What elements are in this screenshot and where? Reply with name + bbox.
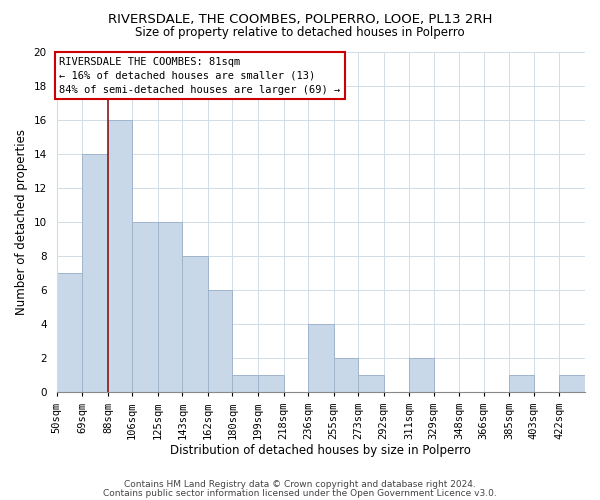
Bar [82, 154, 108, 392]
Y-axis label: Number of detached properties: Number of detached properties [15, 129, 28, 315]
Text: Contains public sector information licensed under the Open Government Licence v3: Contains public sector information licen… [103, 488, 497, 498]
Bar [182, 256, 208, 392]
Text: RIVERSDALE, THE COOMBES, POLPERRO, LOOE, PL13 2RH: RIVERSDALE, THE COOMBES, POLPERRO, LOOE,… [108, 12, 492, 26]
Bar [158, 222, 182, 392]
X-axis label: Distribution of detached houses by size in Polperro: Distribution of detached houses by size … [170, 444, 471, 458]
Bar [132, 222, 158, 392]
Bar [409, 358, 434, 392]
Bar [559, 376, 585, 392]
Bar [509, 376, 533, 392]
Bar [56, 273, 82, 392]
Text: Contains HM Land Registry data © Crown copyright and database right 2024.: Contains HM Land Registry data © Crown c… [124, 480, 476, 489]
Bar [108, 120, 132, 392]
Bar [232, 376, 258, 392]
Text: Size of property relative to detached houses in Polperro: Size of property relative to detached ho… [135, 26, 465, 39]
Bar [358, 376, 383, 392]
Bar [334, 358, 358, 392]
Bar [308, 324, 334, 392]
Bar [208, 290, 232, 392]
Bar [258, 376, 284, 392]
Text: RIVERSDALE THE COOMBES: 81sqm
← 16% of detached houses are smaller (13)
84% of s: RIVERSDALE THE COOMBES: 81sqm ← 16% of d… [59, 56, 340, 94]
